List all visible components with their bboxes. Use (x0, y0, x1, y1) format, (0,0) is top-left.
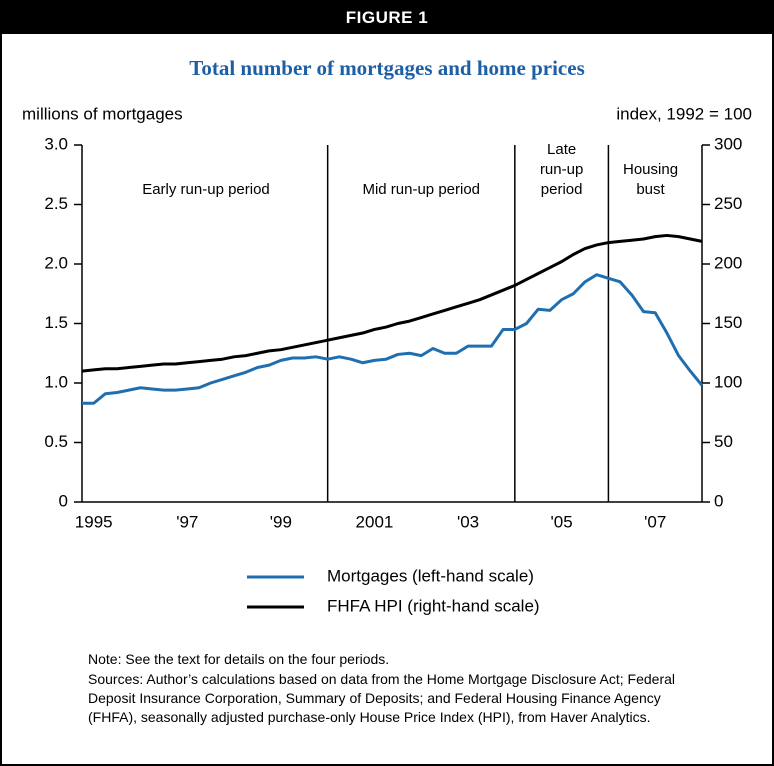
note: Note: See the text for details on the fo… (88, 651, 390, 667)
note: Sources: Author’s calculations based on … (88, 671, 676, 725)
y-tick-label: 1.0 (44, 372, 68, 391)
y-tick-label: 2.0 (44, 253, 68, 272)
x-tick-label: '07 (644, 512, 666, 531)
y2-tick-label: 300 (714, 134, 742, 153)
notes: Note: See the text for details on the fo… (88, 650, 698, 728)
period-label: Early run-up period (142, 181, 270, 198)
series-line (82, 273, 704, 405)
y-tick-label: 3.0 (44, 134, 68, 153)
y2-axis-label: index, 1992 = 100 (616, 104, 752, 123)
y-tick-label: 1.5 (44, 313, 68, 332)
y-tick-label: 0.5 (44, 432, 68, 451)
y-tick-label: 0 (59, 491, 68, 510)
y2-tick-label: 100 (714, 372, 742, 391)
x-tick-label: '97 (176, 512, 198, 531)
y-axis-label: millions of mortgages (22, 104, 183, 123)
y2-tick-label: 250 (714, 194, 742, 213)
chart-title: Total number of mortgages and home price… (189, 56, 585, 80)
y-tick-label: 2.5 (44, 194, 68, 213)
period-label: Mid run-up period (362, 181, 480, 198)
x-tick-label: '05 (551, 512, 573, 531)
period-label: period (541, 181, 583, 198)
figure-header: FIGURE 1 (2, 2, 772, 34)
y2-tick-label: 0 (714, 491, 723, 510)
period-label: Late (547, 141, 576, 158)
x-tick-label: 1995 (75, 512, 113, 531)
x-tick-label: 2001 (356, 512, 394, 531)
x-tick-label: '99 (270, 512, 292, 531)
period-label: run-up (540, 161, 583, 178)
period-label: bust (636, 181, 665, 198)
x-tick-label: '03 (457, 512, 479, 531)
y2-tick-label: 200 (714, 253, 742, 272)
series-line (81, 233, 703, 373)
legend-label: FHFA HPI (right-hand scale) (327, 596, 540, 615)
y2-tick-label: 50 (714, 432, 733, 451)
period-label: Housing (623, 161, 678, 178)
chart: Total number of mortgages and home price… (22, 56, 752, 616)
y2-tick-label: 150 (714, 313, 742, 332)
legend-label: Mortgages (left-hand scale) (327, 566, 534, 585)
